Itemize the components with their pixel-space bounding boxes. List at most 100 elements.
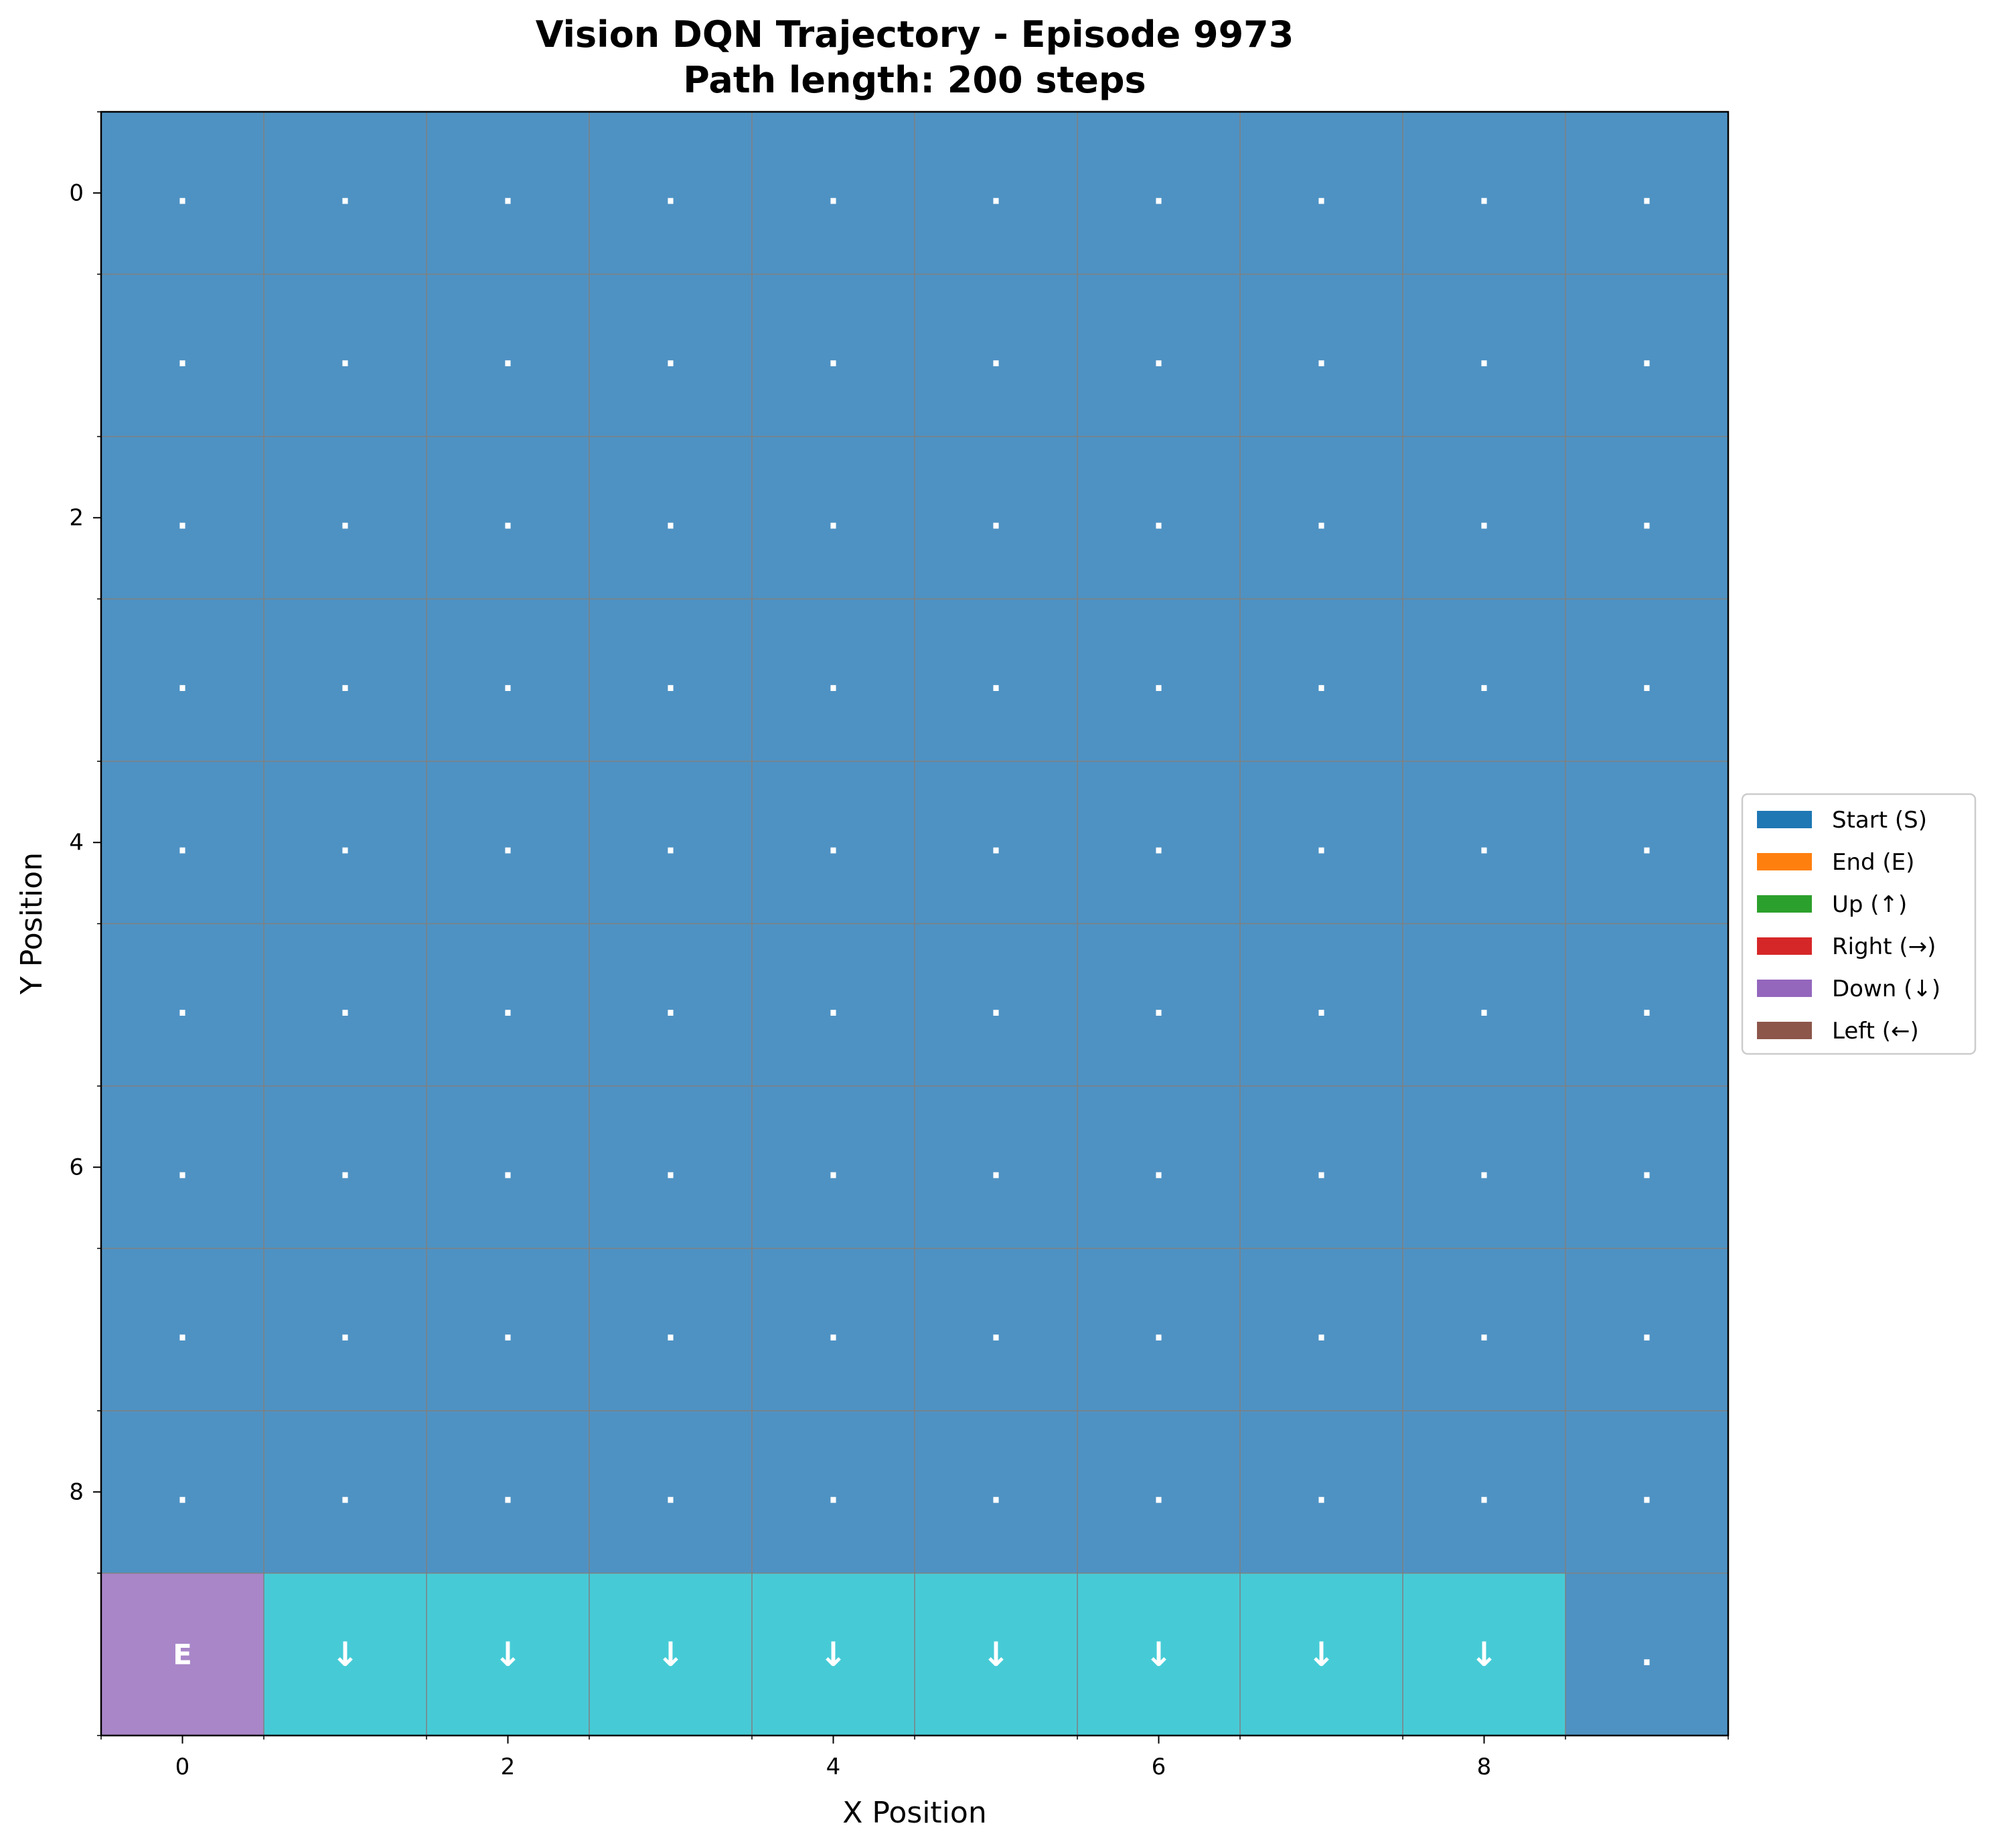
grid-cell-8-9 bbox=[1403, 1573, 1565, 1736]
grid-cell-4-8 bbox=[752, 1411, 915, 1573]
cell-symbol-4-5: . bbox=[828, 987, 839, 1023]
cell-symbol-5-9: ↓ bbox=[982, 1635, 1010, 1674]
cell-symbol-1-4: . bbox=[339, 824, 351, 860]
x-tick-label: 4 bbox=[826, 1754, 841, 1780]
grid-cell-4-2 bbox=[752, 437, 915, 599]
axis-ticks: 0 2 4 6 8 0 2 4 6 8 bbox=[69, 111, 1729, 1780]
grid-cell-8-8 bbox=[1403, 1411, 1565, 1573]
grid-cell-2-9 bbox=[427, 1573, 589, 1736]
cell-symbols: ........................................… bbox=[173, 175, 1653, 1674]
grid-cell-3-7 bbox=[589, 1248, 752, 1411]
cell-symbol-8-6: . bbox=[1478, 1149, 1490, 1185]
cell-symbol-2-1: . bbox=[502, 337, 514, 374]
grid-cell-3-5 bbox=[589, 923, 752, 1086]
cell-symbol-7-7: . bbox=[1316, 1312, 1327, 1348]
grid-cell-5-4 bbox=[915, 761, 1077, 924]
grid-cell-9-3 bbox=[1565, 599, 1728, 761]
grid-cell-5-6 bbox=[915, 1086, 1077, 1249]
grid-cell-9-1 bbox=[1565, 274, 1728, 437]
cell-symbol-3-2: . bbox=[665, 499, 676, 536]
cell-symbol-3-5: . bbox=[665, 987, 676, 1023]
grid-cell-4-3 bbox=[752, 599, 915, 761]
x-tick-label: 6 bbox=[1152, 1754, 1166, 1780]
cell-symbol-2-3: . bbox=[502, 662, 514, 698]
legend: Start (S) End (E) Up (↑) Right (→) Down (↓) L… bbox=[1741, 793, 1977, 1055]
cell-symbol-4-3: . bbox=[828, 662, 839, 698]
x-axis-label: X Position bbox=[842, 1796, 986, 1830]
cell-symbol-8-3: . bbox=[1478, 662, 1490, 698]
cell-symbol-3-3: . bbox=[665, 662, 676, 698]
legend-label: Up (↑) bbox=[1832, 891, 1907, 918]
cell-symbol-7-4: . bbox=[1316, 824, 1327, 860]
cell-symbol-9-6: . bbox=[1641, 1149, 1653, 1185]
grid-cell-5-1 bbox=[915, 274, 1077, 437]
cell-symbol-2-6: . bbox=[502, 1149, 514, 1185]
grid-cell-9-6 bbox=[1565, 1086, 1728, 1249]
grid-cell-5-5 bbox=[915, 923, 1077, 1086]
y-tick-label: 6 bbox=[69, 1154, 84, 1180]
cell-symbol-9-5: . bbox=[1641, 987, 1653, 1023]
cell-symbol-8-9: ↓ bbox=[1470, 1635, 1499, 1674]
cell-symbol-3-4: . bbox=[665, 824, 676, 860]
cell-symbol-0-0: . bbox=[177, 175, 188, 211]
cell-symbol-0-4: . bbox=[177, 824, 188, 860]
cell-symbol-2-4: . bbox=[502, 824, 514, 860]
grid-cell-7-9 bbox=[1240, 1573, 1403, 1736]
legend-swatch bbox=[1757, 937, 1812, 955]
grid-cell-1-2 bbox=[264, 437, 427, 599]
cell-symbol-9-1: . bbox=[1641, 337, 1653, 374]
grid-cell-0-9 bbox=[101, 1573, 264, 1736]
cell-symbol-5-3: . bbox=[990, 662, 1002, 698]
x-tick-label: 8 bbox=[1477, 1754, 1492, 1780]
cell-symbol-7-1: . bbox=[1316, 337, 1327, 374]
x-tick-label: 2 bbox=[501, 1754, 516, 1780]
grid-cell-6-8 bbox=[1077, 1411, 1240, 1573]
cell-symbol-0-7: . bbox=[177, 1312, 188, 1348]
legend-swatch bbox=[1757, 1022, 1812, 1039]
grid-cell-2-6 bbox=[427, 1086, 589, 1249]
cell-symbol-3-8: . bbox=[665, 1474, 676, 1510]
cell-symbol-8-5: . bbox=[1478, 987, 1490, 1023]
cell-symbol-8-7: . bbox=[1478, 1312, 1490, 1348]
cell-symbol-9-7: . bbox=[1641, 1312, 1653, 1348]
grid-cell-1-4 bbox=[264, 761, 427, 924]
cell-symbol-6-7: . bbox=[1153, 1312, 1164, 1348]
grid-cell-0-2 bbox=[101, 437, 264, 599]
cell-symbol-1-5: . bbox=[339, 987, 351, 1023]
cell-symbol-4-8: . bbox=[828, 1474, 839, 1510]
grid-cell-5-3 bbox=[915, 599, 1077, 761]
grid-cell-1-5 bbox=[264, 923, 427, 1086]
grid-cells bbox=[101, 112, 1728, 1736]
cell-symbol-6-5: . bbox=[1153, 987, 1164, 1023]
grid-cell-2-4 bbox=[427, 761, 589, 924]
grid-cell-3-0 bbox=[589, 112, 752, 275]
cell-symbol-3-9: ↓ bbox=[657, 1635, 685, 1674]
chart-title: Vision DQN Trajectory - Episode 9973 bbox=[536, 13, 1294, 56]
y-axis-label: Y Position bbox=[15, 852, 49, 995]
grid-cell-0-4 bbox=[101, 761, 264, 924]
cell-symbol-2-2: . bbox=[502, 499, 514, 536]
grid-cell-8-4 bbox=[1403, 761, 1565, 924]
grid-cell-1-1 bbox=[264, 274, 427, 437]
cell-symbol-2-9: ↓ bbox=[494, 1635, 522, 1674]
cell-symbol-0-6: . bbox=[177, 1149, 188, 1185]
cell-symbol-6-6: . bbox=[1153, 1149, 1164, 1185]
grid-cell-3-1 bbox=[589, 274, 752, 437]
cell-symbol-0-9: E bbox=[173, 1638, 192, 1671]
grid-cell-8-6 bbox=[1403, 1086, 1565, 1249]
cell-symbol-3-1: . bbox=[665, 337, 676, 374]
cell-symbol-6-1: . bbox=[1153, 337, 1164, 374]
grid-cell-6-6 bbox=[1077, 1086, 1240, 1249]
cell-symbol-6-4: . bbox=[1153, 824, 1164, 860]
grid-cell-5-9 bbox=[915, 1573, 1077, 1736]
grid-cell-6-2 bbox=[1077, 437, 1240, 599]
grid-cell-1-7 bbox=[264, 1248, 427, 1411]
grid-cell-3-6 bbox=[589, 1086, 752, 1249]
cell-symbol-9-4: . bbox=[1641, 824, 1653, 860]
legend-label: Right (→) bbox=[1832, 933, 1936, 960]
cell-symbol-6-0: . bbox=[1153, 175, 1164, 211]
grid-cell-1-6 bbox=[264, 1086, 427, 1249]
cell-symbol-4-0: . bbox=[828, 175, 839, 211]
grid-cell-0-6 bbox=[101, 1086, 264, 1249]
